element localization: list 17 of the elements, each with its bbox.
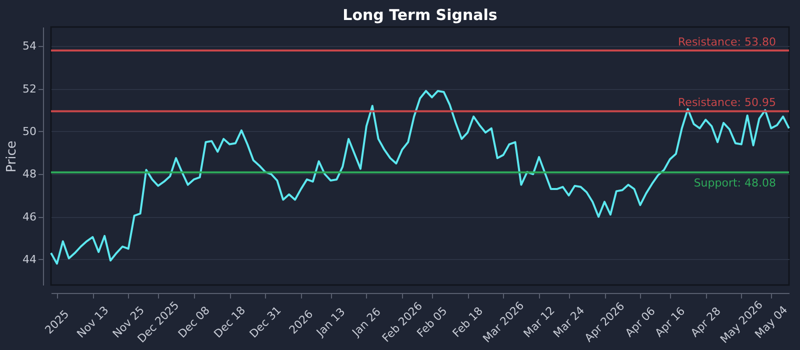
x-tick-label: Dec 18 — [211, 304, 248, 340]
y-tick-label: 52 — [22, 82, 36, 96]
y-tick-label: 50 — [22, 124, 36, 138]
ref-line-label: Support: 48.08 — [694, 176, 776, 190]
y-axis-title: Price — [4, 140, 20, 172]
x-tick-label: Jan 26 — [349, 305, 384, 340]
ref-line-label: Resistance: 50.95 — [678, 96, 776, 110]
y-tick-label: 46 — [22, 210, 36, 224]
ref-line-label: Resistance: 53.80 — [678, 35, 776, 48]
x-tick-label: Dec 31 — [247, 304, 284, 340]
line-series — [50, 90, 790, 265]
x-tick-label: Nov 13 — [74, 304, 112, 341]
x-tick-label: Jan 13 — [313, 305, 348, 340]
chart-title: Long Term Signals — [342, 6, 498, 24]
y-tick-label: 48 — [22, 168, 36, 181]
y-tick-label: 44 — [22, 252, 36, 266]
y-tick-label: 54 — [22, 40, 36, 53]
